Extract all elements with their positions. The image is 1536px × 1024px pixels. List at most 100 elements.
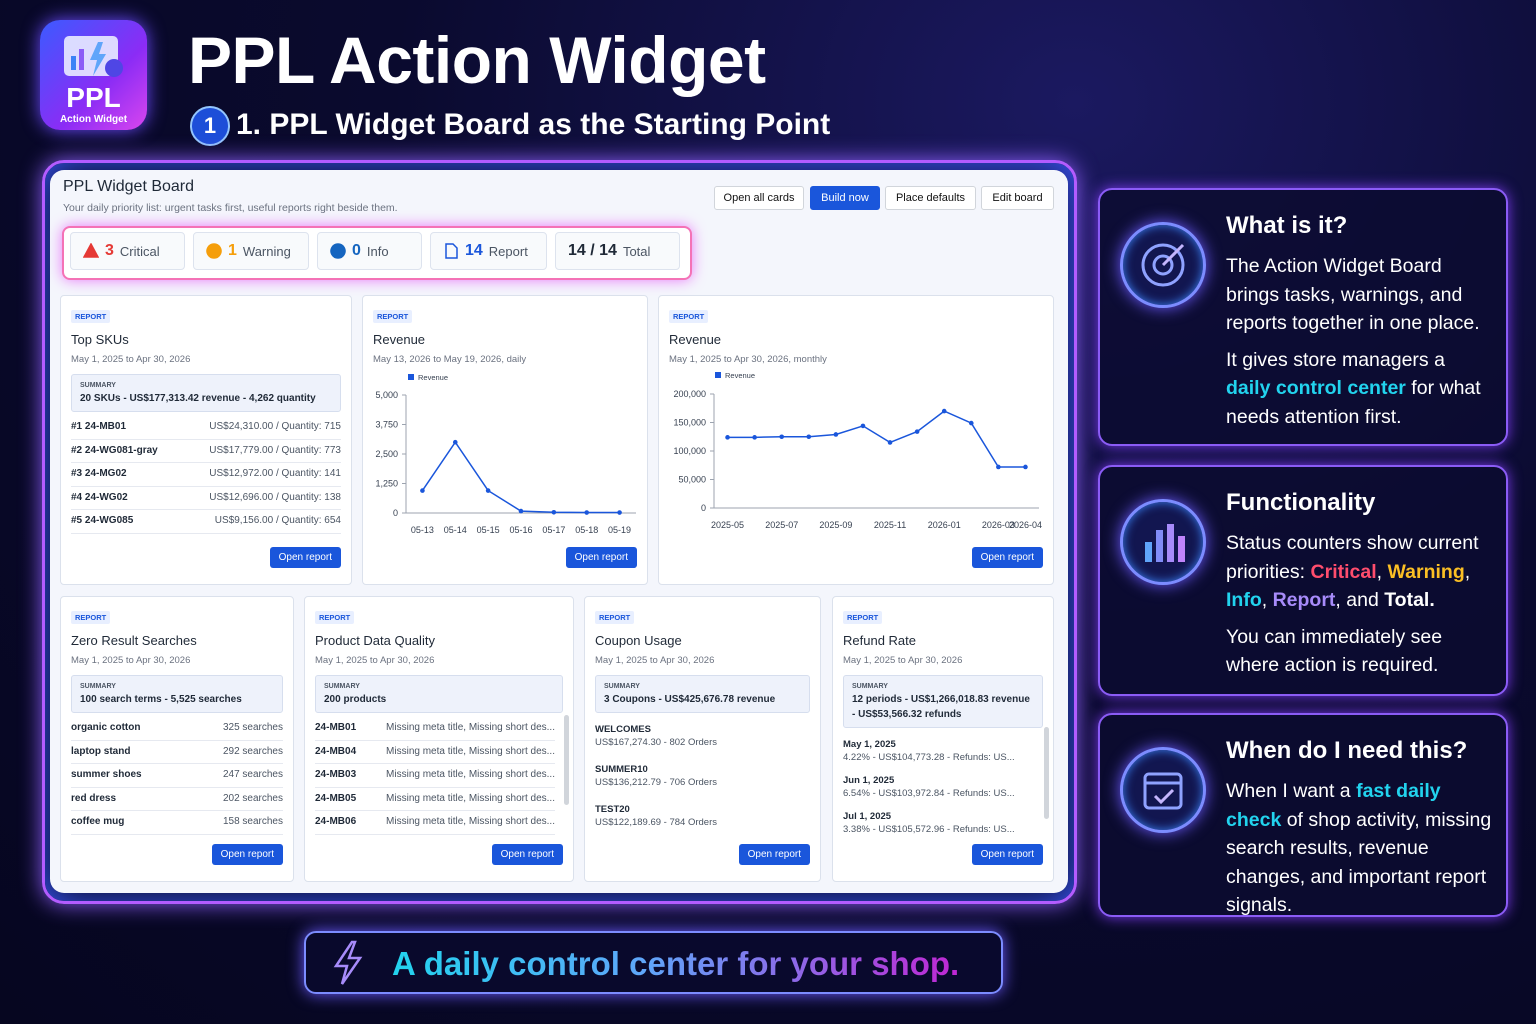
text-segment: It gives store managers a xyxy=(1226,348,1445,371)
counter-count: 1 xyxy=(228,242,237,259)
status-counter[interactable]: 14 / 14 Total xyxy=(555,232,680,270)
counter-icon xyxy=(206,243,222,259)
row-value: 292 searches xyxy=(222,745,283,757)
highlight-segment: fast daily check xyxy=(1226,780,1441,831)
footer-bar xyxy=(304,931,1003,994)
list-item: WELCOMES US$167,274.30 - 802 Orders xyxy=(595,723,800,749)
status-counter[interactable]: 1 Warning xyxy=(193,232,309,270)
counter-icon xyxy=(83,243,99,258)
toolbar-button[interactable]: Build now xyxy=(810,186,880,210)
legend-swatch xyxy=(408,374,414,380)
text-segment: , xyxy=(1376,560,1388,583)
legend-label: Revenue xyxy=(725,371,755,380)
toolbar-button[interactable]: Edit board xyxy=(981,186,1054,210)
open-report-button[interactable]: Open report xyxy=(738,844,810,865)
data-point xyxy=(996,464,1001,470)
y-tick-label: 200,000 xyxy=(673,389,706,399)
data-point xyxy=(725,435,730,440)
counter-count: 14 xyxy=(465,242,483,259)
row-list: 24-MB01 Missing meta title, Missing short… xyxy=(315,717,555,835)
item-name: May 1, 2025 xyxy=(843,739,896,750)
x-tick-label: 2025-07 xyxy=(765,520,798,530)
row-list: #1 24-MB01 US$24,310.00 / Quantity: 715 #2… xyxy=(71,416,341,534)
row-key: #2 24-WG081-gray xyxy=(71,444,158,456)
y-tick-label: 50,000 xyxy=(678,475,706,485)
table-row: 24-MB04 Missing meta title, Missing short… xyxy=(315,741,555,764)
counter-label: Warning xyxy=(242,243,291,259)
info-panel: Functionality Status counters show curren… xyxy=(1098,465,1508,696)
row-value: 202 searches xyxy=(222,792,283,804)
card-tag: REPORT xyxy=(315,611,355,624)
row-key: 24-MB01 xyxy=(315,722,357,733)
table-row: #2 24-WG081-gray US$17,779.00 / Quantity:… xyxy=(71,440,341,463)
open-report-button[interactable]: Open report xyxy=(971,547,1043,568)
board-subtitle: Your daily priority list: urgent tasks f… xyxy=(63,202,398,214)
open-report-button[interactable]: Open report xyxy=(211,844,283,865)
table-row: 24-MB03 Missing meta title, Missing short… xyxy=(315,764,555,788)
list-item: SUMMER10 US$136,212.79 - 706 Orders xyxy=(595,763,800,789)
data-point xyxy=(914,429,920,434)
card-date: May 13, 2026 to May 19, 2026, daily xyxy=(373,354,527,365)
open-report-button[interactable]: Open report xyxy=(971,844,1043,865)
line-chart: 0 1,250 2,500 3,750 5,000 05-13 05-14 05-15 05-1… xyxy=(375,373,636,535)
counter-label: Report xyxy=(488,243,528,259)
row-value: Missing meta title, Missing short des... xyxy=(386,792,555,804)
open-report-button[interactable]: Open report xyxy=(565,547,637,568)
open-report-button[interactable]: Open report xyxy=(491,844,563,865)
toolbar-button[interactable]: Open all cards xyxy=(714,186,804,210)
summary-label: SUMMARY xyxy=(80,683,116,690)
item-detail: 6.54% - US$103,972.84 - Refunds: US... xyxy=(843,788,1015,799)
report-card: REPORT Revenue May 1, 2025 to Apr 30, 2026… xyxy=(658,295,1054,585)
highlight-segment: Critical xyxy=(1310,560,1377,583)
card-tag: REPORT xyxy=(71,611,111,624)
table-row: #3 24-MG02 US$12,972.00 / Quantity: 141 xyxy=(71,463,341,487)
row-value: 247 searches xyxy=(222,769,283,780)
card-date: May 1, 2025 to Apr 30, 2026 xyxy=(315,655,435,666)
toolbar-button[interactable]: Place defaults xyxy=(885,186,976,210)
row-value: 325 searches xyxy=(222,722,283,733)
table-row: 24-MB05 Missing meta title, Missing short… xyxy=(315,788,555,811)
counter-label: Critical xyxy=(119,243,160,259)
open-report-button[interactable]: Open report xyxy=(269,547,341,568)
data-point xyxy=(485,488,491,493)
card-summary: SUMMARY 20 SKUs - US$177,313.42 revenue -… xyxy=(71,374,341,412)
card-summary: SUMMARY 12 periods - US$1,266,018.83 reve… xyxy=(843,675,1043,728)
status-counter[interactable]: 0 Info xyxy=(317,232,422,270)
item-name: WELCOMES xyxy=(595,724,651,735)
card-date: May 1, 2025 to Apr 30, 2026 xyxy=(71,354,191,365)
summary-label: SUMMARY xyxy=(324,683,360,690)
summary-label: SUMMARY xyxy=(80,382,116,389)
data-point xyxy=(887,440,893,445)
table-row: #1 24-MB01 US$24,310.00 / Quantity: 715 xyxy=(71,416,341,440)
counter-icon-shape xyxy=(330,243,346,259)
table-row: laptop stand 292 searches xyxy=(71,741,283,764)
panel-text: When I want a fast daily check of shop a… xyxy=(1226,777,1492,928)
card-title: Revenue xyxy=(669,332,722,347)
x-tick-label: 2026-03 xyxy=(982,520,1015,530)
row-key: #5 24-WG085 xyxy=(71,515,134,526)
data-point xyxy=(452,439,458,445)
highlight-segment: Report xyxy=(1272,589,1336,611)
counter-icon-shape xyxy=(206,243,222,259)
row-key: coffee mug xyxy=(71,816,125,827)
x-tick-label: 2026-04 xyxy=(1009,520,1042,530)
report-card: REPORT Product Data Quality May 1, 2025 to… xyxy=(304,596,574,882)
data-point xyxy=(584,510,590,515)
list-item: May 1, 2025 4.22% - US$104,773.28 - Refun… xyxy=(843,738,1033,764)
text-segment: The Action Widget Board brings tasks, wa… xyxy=(1226,255,1480,334)
report-card: REPORT Revenue May 13, 2026 to May 19, 202… xyxy=(362,295,648,585)
counter-count: 3 xyxy=(105,242,114,259)
item-detail: US$136,212.79 - 706 Orders xyxy=(595,777,717,788)
row-value: Missing meta title, Missing short des... xyxy=(386,722,555,733)
card-summary: SUMMARY 100 search terms - 5,525 searches xyxy=(71,675,283,713)
status-counter[interactable]: 3 Critical xyxy=(70,232,185,270)
y-tick-label: 0 xyxy=(393,508,398,518)
logo: PPL Action Widget xyxy=(40,20,147,130)
row-key: 24-MB06 xyxy=(315,816,357,827)
item-name: SUMMER10 xyxy=(595,764,648,775)
item-name: Jun 1, 2025 xyxy=(843,775,895,786)
panel-text: Status counters show current priorities:… xyxy=(1226,529,1492,688)
card-date: May 1, 2025 to Apr 30, 2026 xyxy=(843,655,963,666)
status-counter[interactable]: 14 Report xyxy=(430,232,547,270)
counter-label: Total xyxy=(622,243,651,259)
